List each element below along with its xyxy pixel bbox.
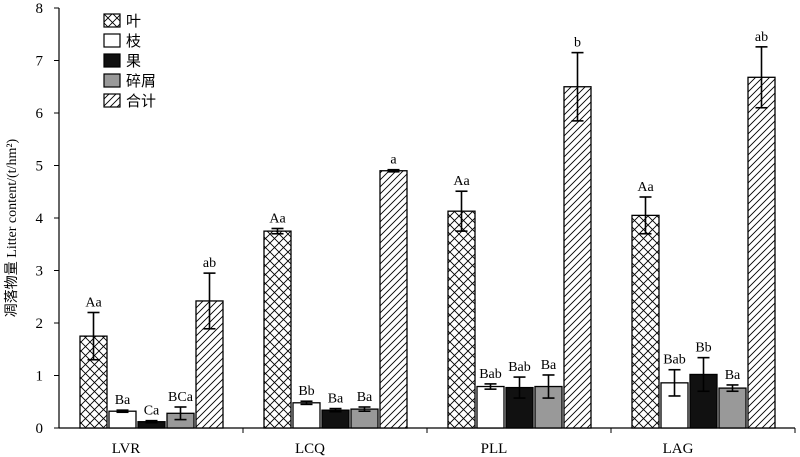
bar [379,170,408,429]
x-category-label: PLL [481,441,508,457]
significance-label: Ba [541,358,557,373]
significance-label: a [390,153,397,168]
significance-label: Ca [144,404,160,419]
bar [292,402,321,429]
bar [263,230,292,429]
legend-swatch [103,93,121,108]
bar [563,86,592,429]
significance-label: Aa [453,174,470,189]
legend-label: 合计 [126,92,156,110]
bar [79,335,108,429]
bar [108,410,137,429]
y-tick-label: 0 [36,421,44,437]
x-category-label: LCQ [295,441,325,457]
significance-label: Bab [479,367,502,382]
significance-label: ab [755,30,768,45]
legend-swatch [103,13,121,28]
legend-label: 叶 [126,12,141,30]
significance-label: BCa [168,390,194,405]
bar [321,409,350,429]
significance-label: Ba [328,392,344,407]
y-tick-label: 6 [36,106,44,122]
significance-label: Bab [663,353,686,368]
bar [631,214,660,429]
legend-label: 果 [126,52,141,70]
bar [718,387,747,429]
significance-label: ab [203,256,216,271]
legend-swatch [103,73,121,88]
legend-swatch [103,53,121,68]
bar [747,76,776,429]
significance-label: Aa [637,180,654,195]
significance-label: b [574,36,581,51]
bar [476,385,505,429]
bar [447,210,476,429]
significance-label: Ba [725,368,741,383]
x-category-label: LVR [112,441,141,457]
significance-label: Ba [115,393,131,408]
y-tick-label: 3 [36,264,44,280]
y-tick-label: 2 [36,316,44,332]
significance-label: Bab [508,360,531,375]
significance-label: Bb [298,384,314,399]
significance-label: Aa [269,212,286,227]
legend-label: 枝 [126,32,141,50]
y-tick-label: 4 [36,211,44,227]
y-tick-label: 7 [36,54,44,70]
legend-label: 碎屑 [126,72,156,90]
y-axis-label: 凋落物量 Litter content/(t/hm²) [4,138,20,317]
significance-label: Aa [85,296,102,311]
y-tick-label: 8 [36,1,44,17]
y-tick-label: 1 [36,369,44,385]
y-tick-label: 5 [36,159,44,175]
significance-label: Bb [695,341,711,356]
x-category-label: LAG [663,441,694,457]
significance-label: Ba [357,390,373,405]
legend-swatch [103,33,121,48]
